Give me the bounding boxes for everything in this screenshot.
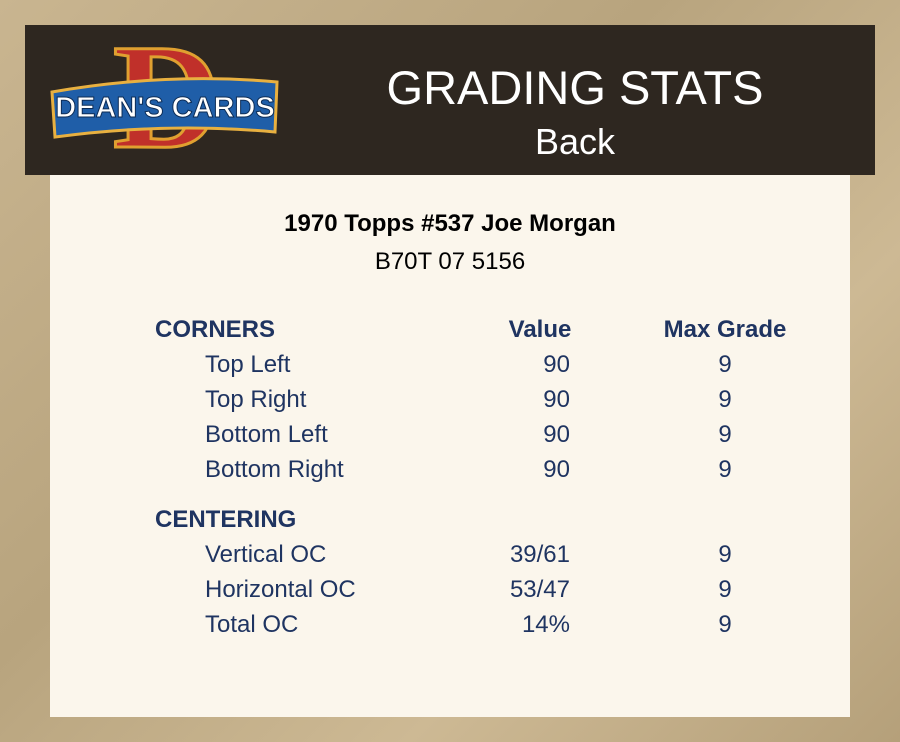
row-max-grade: 9: [718, 351, 732, 378]
row-value: 90: [543, 351, 570, 378]
section-title: CENTERING: [155, 506, 297, 533]
row-label: Top Right: [205, 386, 307, 413]
section-title: CORNERS: [155, 316, 276, 343]
row-max-grade: 9: [718, 576, 732, 603]
row-label: Top Left: [205, 351, 291, 378]
title: GRADING STATS: [386, 61, 764, 114]
row-value: 39/61: [509, 541, 570, 568]
row-label: Horizontal OC: [205, 576, 356, 603]
logo: D DEAN'S CARDS: [50, 37, 279, 162]
row-value: 90: [543, 421, 570, 448]
subtitle: Back: [534, 121, 616, 162]
logo-text: DEAN'S CARDS: [55, 92, 275, 124]
card-name: 1970 Topps #537 Joe Morgan: [284, 210, 616, 237]
header: D DEAN'S CARDS GRADING STATS Back: [25, 25, 875, 175]
logo-banner: [50, 77, 279, 139]
row-max-grade: 9: [718, 386, 732, 413]
row-max-grade: 9: [718, 611, 732, 638]
row-value: 53/47: [509, 576, 570, 603]
row-label: Bottom Left: [205, 421, 328, 448]
panel: 1970 Topps #537 Joe Morgan B70T 07 5156 …: [50, 175, 850, 717]
card-serial: B70T 07 5156: [374, 248, 526, 275]
row-max-grade: 9: [718, 456, 732, 483]
row-label: Bottom Right: [205, 456, 344, 483]
row-value: 90: [543, 386, 570, 413]
column-header: Value: [508, 316, 572, 343]
row-label: Total OC: [205, 611, 299, 638]
row-max-grade: 9: [718, 421, 732, 448]
row-value: 90: [543, 456, 570, 483]
row-label: Vertical OC: [205, 541, 327, 568]
row-value: 14%: [521, 611, 570, 638]
row-max-grade: 9: [718, 541, 732, 568]
column-header: Max Grade: [663, 316, 787, 343]
